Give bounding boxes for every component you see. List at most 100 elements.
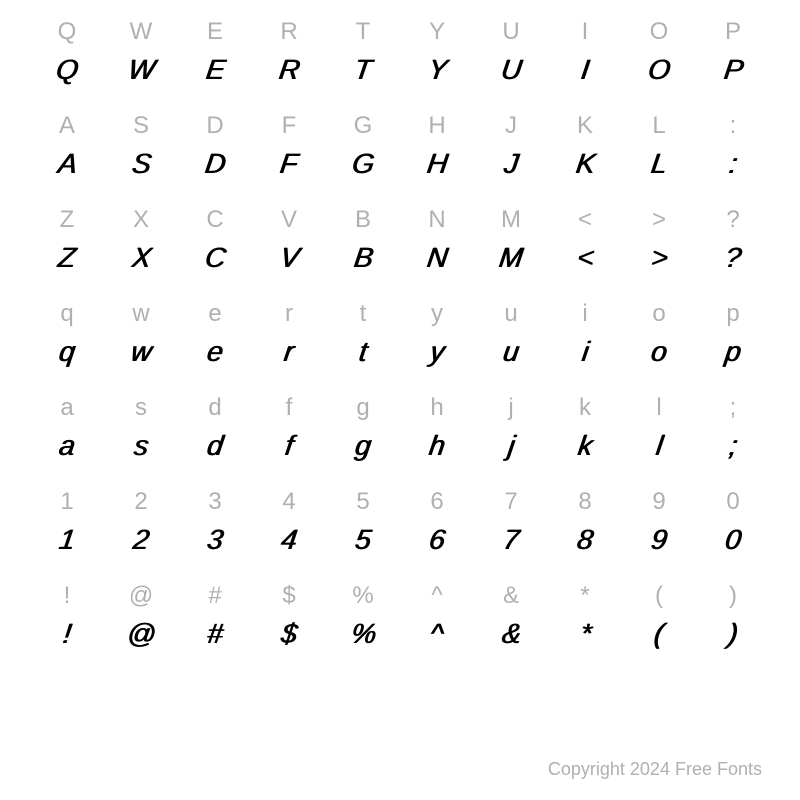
glyph-cell: h h [400,396,474,490]
glyph-label: e [208,302,221,326]
glyph-sample: r [282,338,295,366]
glyph-sample: G [350,150,376,178]
glyph-cell: L L [622,114,696,208]
glyph-sample: L [649,150,669,178]
glyph-sample: h [427,432,447,460]
glyph-sample: k [576,432,594,460]
glyph-sample: j [506,432,516,460]
glyph-cell: 8 8 [548,490,622,584]
glyph-sample: ^ [428,620,445,648]
glyph-cell: G G [326,114,400,208]
glyph-sample: 4 [279,526,299,554]
glyph-cell: j j [474,396,548,490]
glyph-label: j [508,396,513,420]
glyph-cell: l l [622,396,696,490]
glyph-label: Z [60,208,75,232]
glyph-cell: J J [474,114,548,208]
glyph-cell: O O [622,20,696,114]
glyph-label: V [281,208,297,232]
glyph-label: K [577,114,593,138]
glyph-sample: I [579,56,591,84]
glyph-label: a [60,396,73,420]
glyph-sample: 1 [57,526,77,554]
glyph-sample: q [57,338,77,366]
glyph-cell: 1 1 [30,490,104,584]
glyph-sample: K [574,150,597,178]
glyph-cell: D D [178,114,252,208]
glyph-sample: i [580,338,590,366]
glyph-sample: 9 [649,526,669,554]
glyph-sample: @ [125,620,157,648]
glyph-cell: > > [622,208,696,302]
glyph-sample: > [649,244,669,272]
glyph-sample: 8 [575,526,595,554]
glyph-cell: ? ? [696,208,770,302]
glyph-sample: A [56,150,79,178]
glyph-label: I [582,20,589,44]
glyph-sample: R [277,56,301,84]
glyph-cell: S S [104,114,178,208]
glyph-label: l [656,396,661,420]
glyph-label: @ [129,584,153,608]
glyph-cell: K K [548,114,622,208]
glyph-label: F [282,114,297,138]
glyph-label: 8 [578,490,591,514]
glyph-sample: * [578,620,593,648]
glyph-cell: H H [400,114,474,208]
glyph-label: t [360,302,367,326]
glyph-sample: C [203,244,227,272]
copyright-text: Copyright 2024 Free Fonts [548,759,762,780]
glyph-sample: d [205,432,225,460]
glyph-label: q [60,302,73,326]
glyph-cell: Y Y [400,20,474,114]
glyph-cell: I I [548,20,622,114]
glyph-label: O [650,20,669,44]
glyph-sample: p [723,338,743,366]
glyph-label: R [280,20,297,44]
glyph-label: < [578,208,592,232]
glyph-sample: X [130,244,153,272]
glyph-sample: ; [727,432,739,460]
glyph-label: A [59,114,75,138]
glyph-sample: & [500,620,523,648]
glyph-label: p [726,302,739,326]
glyph-cell: : : [696,114,770,208]
glyph-sample: E [204,56,227,84]
glyph-cell: % % [326,584,400,678]
glyph-label: $ [282,584,295,608]
glyph-label: # [208,584,221,608]
glyph-cell: r r [252,302,326,396]
glyph-cell: & & [474,584,548,678]
glyph-cell: N N [400,208,474,302]
glyph-cell: 3 3 [178,490,252,584]
glyph-sample: N [425,244,449,272]
glyph-sample: < [575,244,595,272]
glyph-cell: R R [252,20,326,114]
glyph-cell: F F [252,114,326,208]
glyph-label: f [286,396,293,420]
glyph-sample: 2 [131,526,151,554]
glyph-label: 2 [134,490,147,514]
glyph-label: ) [729,584,737,608]
glyph-label: 6 [430,490,443,514]
glyph-sample: g [353,432,373,460]
glyph-label: 0 [726,490,739,514]
glyph-label: E [207,20,223,44]
glyph-sample: a [57,432,77,460]
glyph-cell: i i [548,302,622,396]
glyph-sample: o [649,338,669,366]
glyph-label: 7 [504,490,517,514]
glyph-cell: g g [326,396,400,490]
glyph-label: C [206,208,223,232]
glyph-cell: e e [178,302,252,396]
glyph-sample: 3 [205,526,225,554]
glyph-label: G [354,114,373,138]
glyph-cell: U U [474,20,548,114]
glyph-cell: 0 0 [696,490,770,584]
glyph-label: k [579,396,591,420]
glyph-label: L [652,114,665,138]
glyph-sample: s [132,432,150,460]
glyph-cell: t t [326,302,400,396]
glyph-label: M [501,208,521,232]
glyph-label: h [430,396,443,420]
